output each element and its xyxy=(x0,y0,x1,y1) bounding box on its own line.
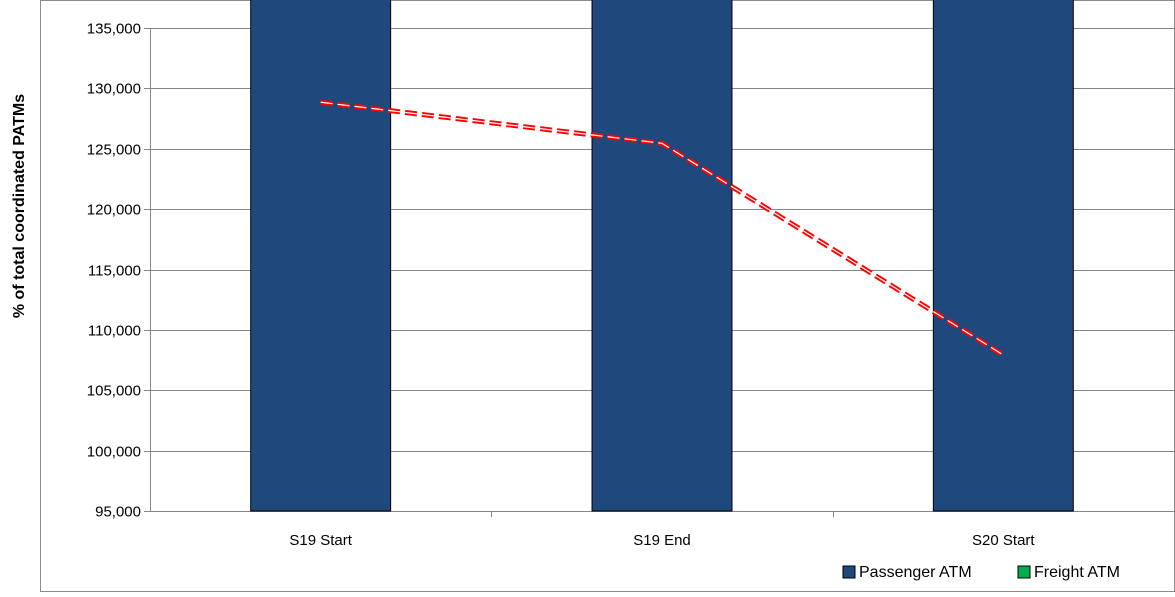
bar-passenger-atm xyxy=(250,0,392,512)
bar-passenger-atm xyxy=(932,0,1074,512)
x-tick-label: S19 Start xyxy=(289,532,352,549)
legend-label-freight: Freight ATM xyxy=(1034,564,1120,581)
y-tick-label: 135,000 xyxy=(87,21,141,38)
y-tick-label: 130,000 xyxy=(87,81,141,98)
y-tick-label: 110,000 xyxy=(88,323,141,340)
y-tick-label: 105,000 xyxy=(87,383,141,400)
legend: Passenger ATM Freight ATM xyxy=(842,564,1120,581)
legend-swatch-freight xyxy=(1017,565,1031,579)
x-tick-label: S20 Start xyxy=(972,532,1035,549)
trend-polyline-highlight xyxy=(320,101,1004,356)
y-axis-title: % of total coordinated PATMs xyxy=(11,94,28,318)
legend-swatch-passenger xyxy=(842,565,856,579)
trend-line xyxy=(320,99,1005,358)
y-tick-label: 125,000 xyxy=(87,142,141,159)
y-axis-ticks: 95,000 100,000 105,000 110,000 115,000 120,00… xyxy=(87,21,150,521)
x-axis-ticks: S19 Start S19 End S20 Start xyxy=(289,511,1035,549)
x-tick-label: S19 End xyxy=(633,532,691,549)
legend-label-passenger: Passenger ATM xyxy=(859,564,972,581)
y-tick-label: 95,000 xyxy=(95,504,141,521)
bar-passenger-atm xyxy=(591,0,733,512)
y-tick-label: 115,000 xyxy=(88,263,141,280)
y-tick-label: 120,000 xyxy=(87,202,141,219)
bars xyxy=(250,0,1074,512)
y-tick-label: 100,000 xyxy=(87,444,141,461)
